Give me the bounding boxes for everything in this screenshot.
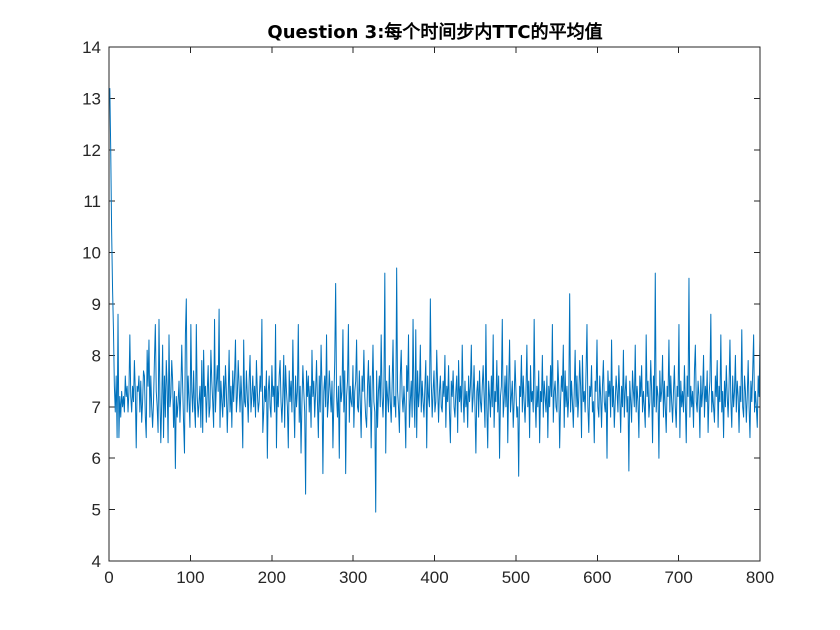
- y-tick-label: 10: [82, 244, 101, 263]
- y-tick-label: 8: [92, 346, 101, 365]
- plot-area: [109, 47, 760, 561]
- x-tick-label: 100: [176, 568, 204, 587]
- y-tick-label: 9: [92, 295, 101, 314]
- y-tick-label: 6: [92, 449, 101, 468]
- series-line: [109, 88, 761, 513]
- series-layer: [109, 88, 761, 513]
- x-tick-label: 600: [583, 568, 611, 587]
- y-tick-label: 11: [83, 192, 101, 211]
- chart-title: Question 3:每个时间步内TTC的平均值: [267, 21, 602, 43]
- y-tick-label: 14: [82, 38, 101, 57]
- axes-box: [108, 46, 761, 562]
- x-tick-label: 700: [664, 568, 692, 587]
- x-tick-label: 200: [258, 568, 286, 587]
- x-tick-label: 500: [502, 568, 530, 587]
- y-tick-label: 5: [92, 501, 101, 520]
- axes-frame: [108, 46, 761, 562]
- axis-ticks: 0 100 200 300 400 500 600 700 800 4 5 6 7 8 9 10 11 12 13 1…: [82, 38, 774, 587]
- y-tick-label: 12: [82, 141, 101, 160]
- x-tick-label: 400: [420, 568, 448, 587]
- x-tick-label: 300: [339, 568, 367, 587]
- x-tick-label: 0: [104, 568, 113, 587]
- y-tick-label: 13: [82, 89, 101, 108]
- y-tick-label: 4: [92, 552, 101, 571]
- y-tick-label: 7: [92, 398, 101, 417]
- x-tick-label: 800: [746, 568, 774, 587]
